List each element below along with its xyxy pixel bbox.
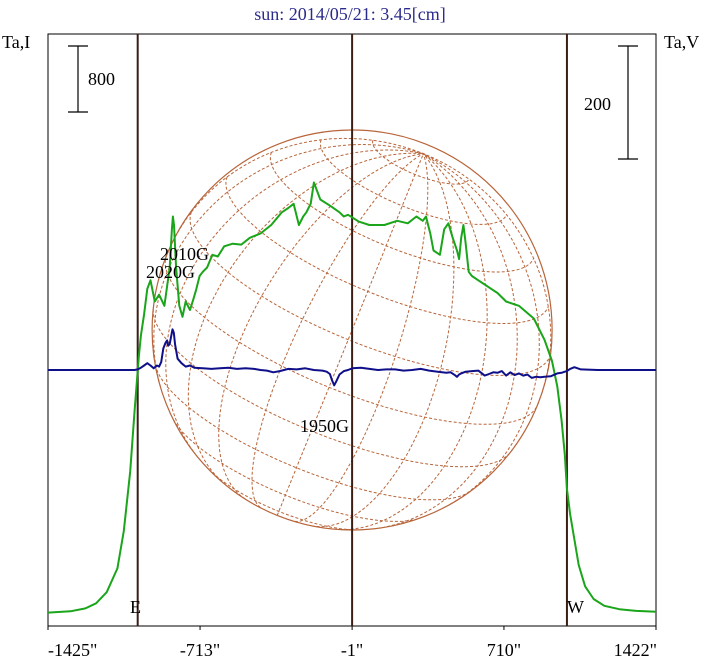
- right-scale-bar: [618, 45, 638, 160]
- x-axis-ticks: -1425" -713" -1" 710" 1422": [47, 626, 657, 660]
- longitude-line: [311, 153, 455, 528]
- scale-bars: 800 200: [68, 45, 638, 160]
- annotation-label: 2020G: [146, 262, 195, 282]
- series-lines: [47, 181, 657, 614]
- x-tick-label: -713": [180, 640, 220, 660]
- latitude-line: [269, 152, 535, 273]
- latitude-line: [225, 176, 549, 324]
- x-tick-label: 710": [487, 640, 521, 660]
- intensity-series-line: [47, 181, 657, 614]
- left-axis-label: Ta,I: [2, 32, 30, 52]
- latitude-line: [152, 309, 510, 468]
- left-scale-bar: [68, 45, 88, 113]
- latitude-line: [154, 364, 470, 501]
- disk-grid-lines: [152, 137, 552, 530]
- longitude-line: [423, 153, 540, 505]
- longitude-line: [251, 153, 424, 508]
- limb-label-east: E: [130, 597, 141, 617]
- latitude-line: [189, 211, 551, 376]
- right-scale-bar-label: 200: [584, 94, 611, 114]
- limb-label-west: W: [567, 597, 584, 617]
- longitude-line: [218, 153, 424, 500]
- x-tick-label: -1": [341, 640, 363, 660]
- longitude-line: [340, 153, 488, 530]
- x-tick-label: -1425": [48, 640, 97, 660]
- latitude-line: [319, 139, 507, 225]
- longitude-line: [381, 153, 518, 529]
- left-scale-bar-label: 800: [88, 69, 115, 89]
- x-tick-label: 1422": [614, 640, 657, 660]
- chart-title: sun: 2014/05/21: 3.45[cm]: [254, 4, 446, 24]
- latitude-line: [164, 254, 538, 425]
- polarization-series-line: [48, 328, 656, 387]
- annotation-label: 2010G: [160, 244, 209, 264]
- longitude-line: [276, 153, 424, 516]
- latitude-line: [172, 419, 419, 522]
- latitude-line: [208, 468, 359, 530]
- annotation-label: 1950G: [300, 416, 349, 436]
- latitude-line: [372, 140, 470, 185]
- right-axis-label: Ta,V: [664, 32, 699, 52]
- longitude-line: [423, 153, 552, 406]
- limb-markers: [136, 34, 568, 626]
